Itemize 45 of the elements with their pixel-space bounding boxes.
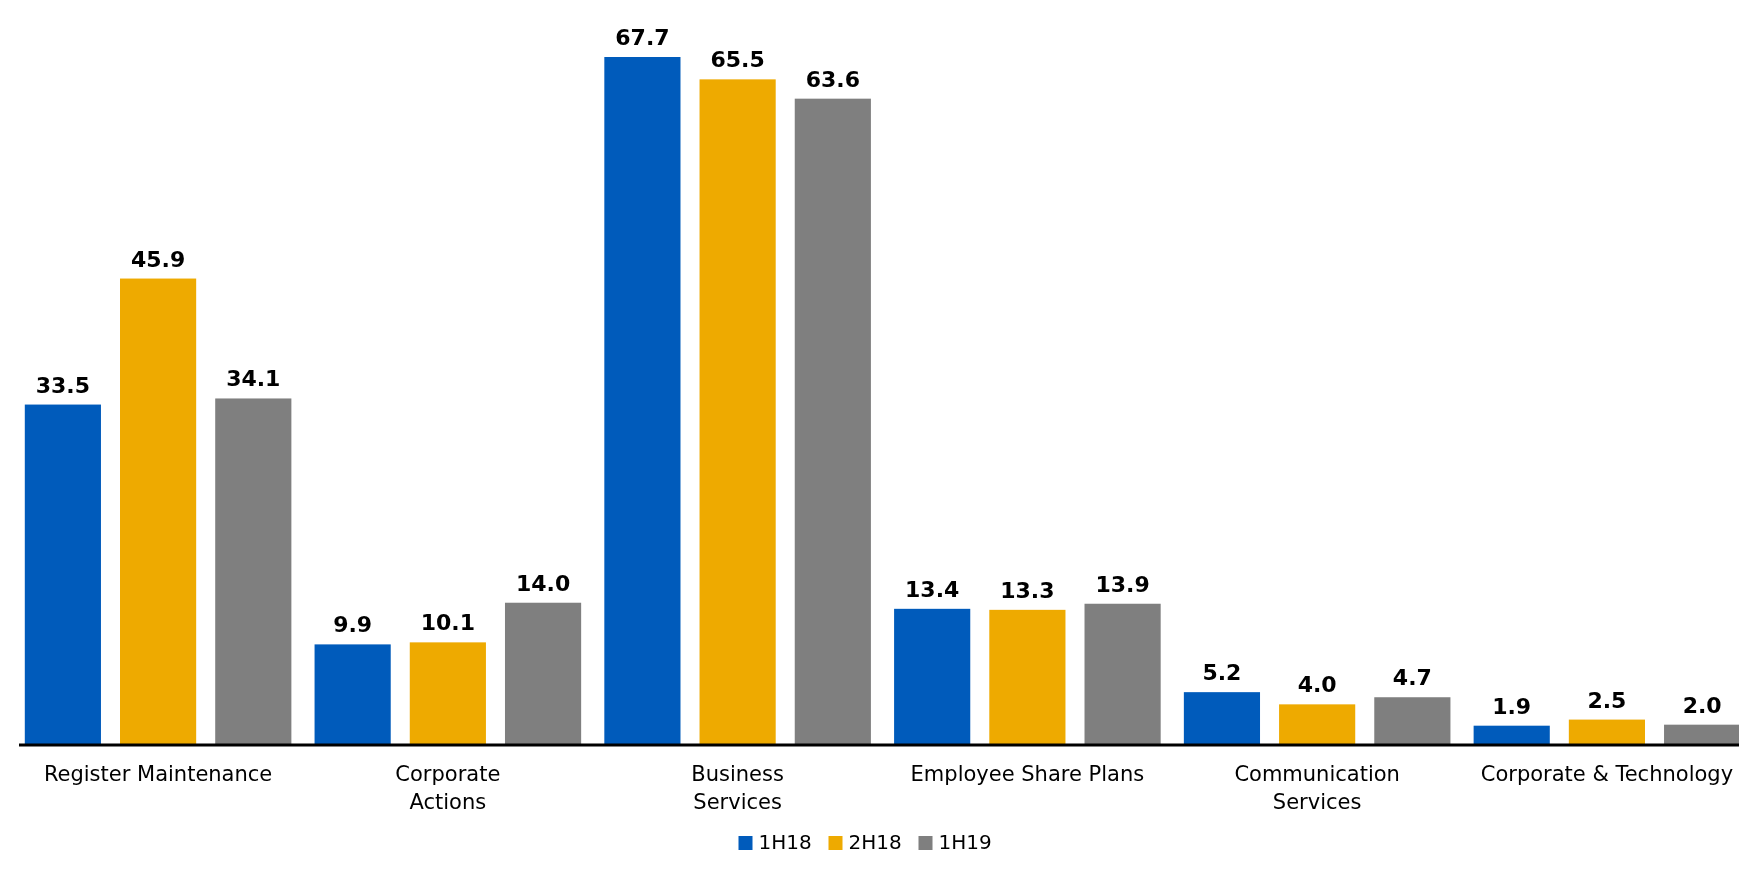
x-tick-label: Corporate Actions bbox=[395, 762, 501, 814]
data-label: 63.6 bbox=[805, 66, 860, 92]
data-label: 65.5 bbox=[710, 47, 765, 73]
data-label: 9.9 bbox=[333, 612, 373, 638]
bar bbox=[1664, 724, 1739, 745]
data-label: 14.0 bbox=[515, 570, 571, 596]
data-label: 13.3 bbox=[1000, 577, 1055, 603]
data-label: 2.5 bbox=[1587, 687, 1627, 713]
bar bbox=[24, 404, 101, 745]
legend-label: 1H18 bbox=[758, 830, 812, 854]
bar bbox=[504, 602, 582, 745]
data-label: 10.1 bbox=[420, 610, 475, 636]
bar bbox=[314, 644, 391, 745]
data-label: 4.7 bbox=[1392, 665, 1432, 691]
data-label: 2.0 bbox=[1682, 692, 1722, 718]
bar bbox=[894, 608, 971, 745]
data-label: 45.9 bbox=[130, 246, 186, 272]
x-tick-label: Register Maintenance bbox=[43, 762, 273, 786]
data-label: 13.9 bbox=[1095, 571, 1150, 597]
bar bbox=[699, 79, 776, 745]
bar bbox=[794, 98, 871, 745]
data-label: 67.7 bbox=[615, 25, 670, 50]
bar bbox=[1374, 697, 1451, 745]
bar bbox=[215, 398, 292, 745]
bar bbox=[1183, 692, 1261, 745]
data-label: 34.1 bbox=[226, 366, 281, 392]
x-tick-label: Corporate & Technology bbox=[1480, 762, 1734, 786]
data-label: 13.4 bbox=[905, 576, 960, 602]
bar bbox=[1473, 725, 1550, 745]
data-label: 5.2 bbox=[1202, 660, 1242, 686]
bar bbox=[604, 57, 681, 745]
x-tick-label: Employee Share Plans bbox=[910, 762, 1145, 786]
legend-label: 1H19 bbox=[938, 830, 992, 854]
bar bbox=[1084, 603, 1161, 745]
x-tick-label: Business Services bbox=[691, 762, 784, 814]
bar bbox=[1279, 704, 1356, 745]
bar bbox=[120, 278, 197, 745]
data-label: 4.0 bbox=[1297, 672, 1337, 698]
data-label: 1.9 bbox=[1492, 693, 1532, 719]
x-tick-label: Communication Services bbox=[1234, 762, 1400, 814]
bar bbox=[409, 642, 486, 745]
bar bbox=[989, 609, 1066, 745]
data-label: 33.5 bbox=[35, 372, 91, 398]
legend-label: 2H18 bbox=[848, 830, 902, 854]
bar bbox=[1568, 719, 1645, 745]
